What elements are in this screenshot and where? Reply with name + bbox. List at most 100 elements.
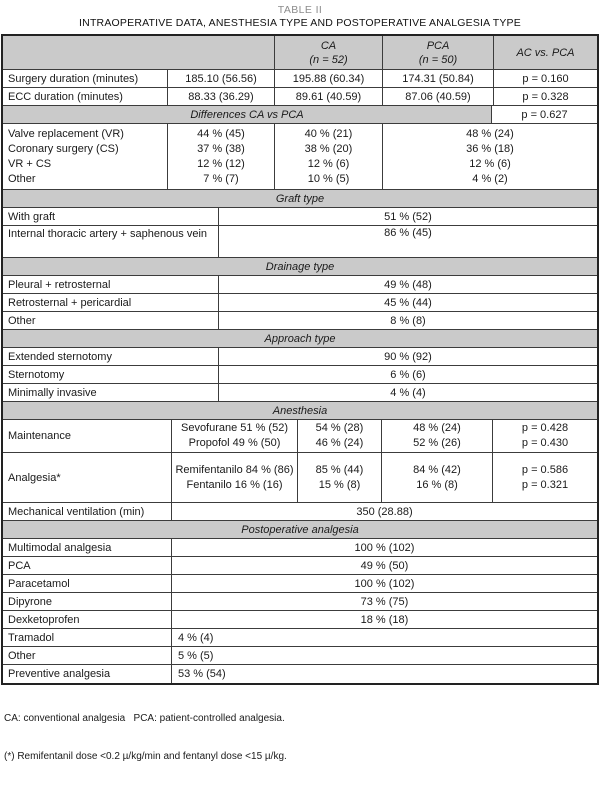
header-ca-n: (n = 52)	[309, 53, 348, 66]
data-table: CA (n = 52) PCA (n = 50) AC vs. PCA Surg…	[1, 34, 599, 685]
values-pca: 48 % (24) 52 % (26)	[382, 420, 493, 452]
diff-value: 7 % (7)	[203, 172, 239, 185]
values-total: 44 % (45) 37 % (38) 12 % (12) 7 % (7)	[168, 124, 275, 189]
analgesia-value: 15 % (8)	[318, 478, 361, 491]
row-labels: Valve replacement (VR) Coronary surgery …	[3, 124, 168, 189]
value-pca: 87.06 (40.59)	[383, 88, 494, 105]
row-value: 53 % (54)	[178, 668, 226, 680]
row-label: With graft	[3, 208, 219, 225]
table-row-mechanical-ventilation: Mechanical ventilation (min) 350 (28.88)	[3, 503, 597, 521]
section-postop-band: Postoperative analgesia	[3, 521, 597, 539]
values-total: Sevofurane 51 % (52) Propofol 49 % (50)	[172, 420, 298, 452]
diff-value: 44 % (45)	[197, 127, 245, 140]
row-value: 100 % (102)	[354, 541, 415, 554]
maintenance-value: Propofol 49 % (50)	[188, 437, 281, 449]
values-pca-merged: 48 % (24) 36 % (18) 12 % (6) 4 % (2)	[383, 124, 597, 189]
p-value: p = 0.428	[521, 422, 569, 434]
row-label: Maintenance	[3, 420, 172, 452]
table-row-ecc-duration: ECC duration (minutes) 88.33 (36.29) 89.…	[3, 88, 597, 106]
row-value: 90 % (92)	[384, 350, 432, 363]
header-ca-label: CA	[320, 39, 337, 52]
header-ca: CA (n = 52)	[275, 36, 383, 69]
row-label: Preventive analgesia	[3, 665, 172, 683]
diff-value: 37 % (38)	[197, 142, 245, 155]
row-label: Other	[3, 312, 219, 329]
value-p: p = 0.627	[521, 108, 568, 121]
table-row-extended-sternotomy: Extended sternotomy 90 % (92)	[3, 348, 597, 366]
header-pvalue: AC vs. PCA	[494, 36, 597, 69]
page: TABLE II INTRAOPERATIVE DATA, ANESTHESIA…	[1, 4, 599, 762]
section-band-label: Anesthesia	[3, 402, 597, 419]
values-ca: 85 % (44) 15 % (8)	[298, 453, 382, 502]
row-value: 73 % (75)	[360, 595, 409, 608]
table-row-surgery-duration: Surgery duration (minutes) 185.10 (56.56…	[3, 70, 597, 88]
row-label: Analgesia*	[3, 453, 172, 502]
row-label: ECC duration (minutes)	[3, 88, 168, 105]
row-label: Extended sternotomy	[3, 348, 219, 365]
section-differences-band: Differences CA vs PCA p = 0.627	[3, 106, 597, 124]
table-row-internal-thoracic: Internal thoracic artery + saphenous vei…	[3, 226, 597, 258]
table-row-pleural-retrosternal: Pleural + retrosternal 49 % (48)	[3, 276, 597, 294]
table-row-differences-block: Valve replacement (VR) Coronary surgery …	[3, 124, 597, 190]
row-value: 5 % (5)	[178, 649, 214, 662]
table-row-retrosternal-pericardial: Retrosternal + pericardial 45 % (44)	[3, 294, 597, 312]
diff-value: 48 % (24)	[466, 127, 514, 140]
header-row: CA (n = 52) PCA (n = 50) AC vs. PCA	[3, 36, 597, 70]
row-label: Sternotomy	[3, 366, 219, 383]
values-total: Remifentanilo 84 % (86) Fentanilo 16 % (…	[172, 453, 298, 502]
section-approach-band: Approach type	[3, 330, 597, 348]
diff-value: 12 % (12)	[197, 157, 245, 170]
table-caption: TABLE II INTRAOPERATIVE DATA, ANESTHESIA…	[1, 4, 599, 30]
header-pca-label: PCA	[426, 39, 450, 52]
table-row-with-graft: With graft 51 % (52)	[3, 208, 597, 226]
diff-value: 40 % (21)	[304, 127, 353, 140]
table-row-paracetamol: Paracetamol 100 % (102)	[3, 575, 597, 593]
row-value: 8 % (8)	[390, 314, 426, 327]
analgesia-value: Fentanilo 16 % (16)	[186, 478, 283, 491]
row-label: Paracetamol	[3, 575, 172, 592]
diff-value: 12 % (6)	[469, 157, 511, 170]
table-row-sternotomy: Sternotomy 6 % (6)	[3, 366, 597, 384]
table-row-analgesia: Analgesia* Remifentanilo 84 % (86) Fenta…	[3, 453, 597, 503]
header-pca: PCA (n = 50)	[383, 36, 494, 69]
maintenance-value: Sevofurane 51 % (52)	[180, 422, 288, 434]
table-row-maintenance: Maintenance Sevofurane 51 % (52) Propofo…	[3, 420, 597, 453]
value-p: p = 0.160	[522, 72, 569, 85]
header-pca-n: (n = 50)	[418, 53, 458, 66]
row-value: 49 % (48)	[384, 278, 432, 291]
row-value: 45 % (44)	[384, 296, 432, 309]
table-row-tramadol: Tramadol 4 % (4)	[3, 629, 597, 647]
row-label: Retrosternal + pericardial	[3, 294, 219, 311]
diff-value: 38 % (20)	[304, 142, 353, 155]
table-row-postop-other: Other 5 % (5)	[3, 647, 597, 665]
row-value: 51 % (52)	[384, 210, 432, 223]
p-value: p = 0.430	[521, 437, 569, 449]
value-ca: 195.88 (60.34)	[275, 70, 383, 87]
analgesia-value: 16 % (8)	[416, 478, 458, 491]
row-value: 18 % (18)	[360, 613, 409, 626]
values-pca: 84 % (42) 16 % (8)	[382, 453, 493, 502]
row-label: Internal thoracic artery + saphenous vei…	[3, 226, 219, 257]
values-p: p = 0.586 p = 0.321	[493, 453, 597, 502]
row-value: 350 (28.88)	[356, 505, 413, 518]
maintenance-value: 52 % (26)	[413, 437, 461, 449]
row-value: 100 % (102)	[354, 577, 415, 590]
values-p: p = 0.428 p = 0.430	[493, 420, 597, 452]
diff-label: Coronary surgery (CS)	[8, 142, 119, 155]
row-label: PCA	[3, 557, 172, 574]
section-drainage-band: Drainage type	[3, 258, 597, 276]
values-ca: 40 % (21) 38 % (20) 12 % (6) 10 % (5)	[275, 124, 383, 189]
diff-label: Other	[8, 172, 36, 185]
footnotes: CA: conventional analgesia PCA: patient-…	[1, 688, 599, 788]
analgesia-value: 84 % (42)	[413, 463, 461, 476]
row-label: Minimally invasive	[3, 384, 219, 401]
row-label: Surgery duration (minutes)	[3, 70, 168, 87]
diff-value: 4 % (2)	[472, 172, 508, 185]
table-row-drainage-other: Other 8 % (8)	[3, 312, 597, 330]
value-ca: 89.61 (40.59)	[275, 88, 383, 105]
row-label: Pleural + retrosternal	[3, 276, 219, 293]
row-label: Other	[3, 647, 172, 664]
value-total: 88.33 (36.29)	[168, 88, 275, 105]
row-value: 4 % (4)	[178, 631, 214, 644]
row-label: Tramadol	[3, 629, 172, 646]
